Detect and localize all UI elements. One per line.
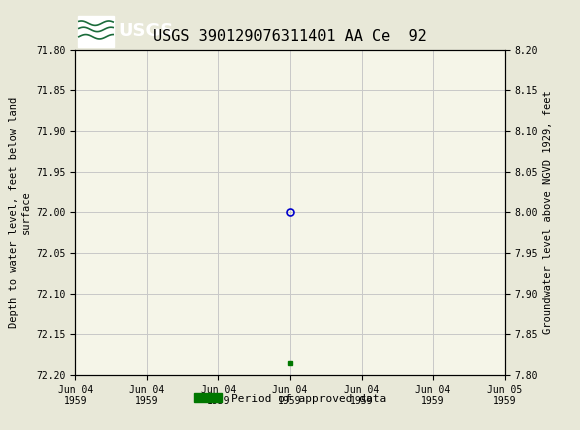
Y-axis label: Depth to water level, feet below land
surface: Depth to water level, feet below land su… [9, 97, 31, 328]
Text: USGS: USGS [118, 22, 173, 40]
Title: USGS 390129076311401 AA Ce  92: USGS 390129076311401 AA Ce 92 [153, 29, 427, 44]
Legend: Period of approved data: Period of approved data [190, 389, 390, 408]
Y-axis label: Groundwater level above NGVD 1929, feet: Groundwater level above NGVD 1929, feet [543, 90, 553, 334]
FancyBboxPatch shape [78, 16, 114, 47]
